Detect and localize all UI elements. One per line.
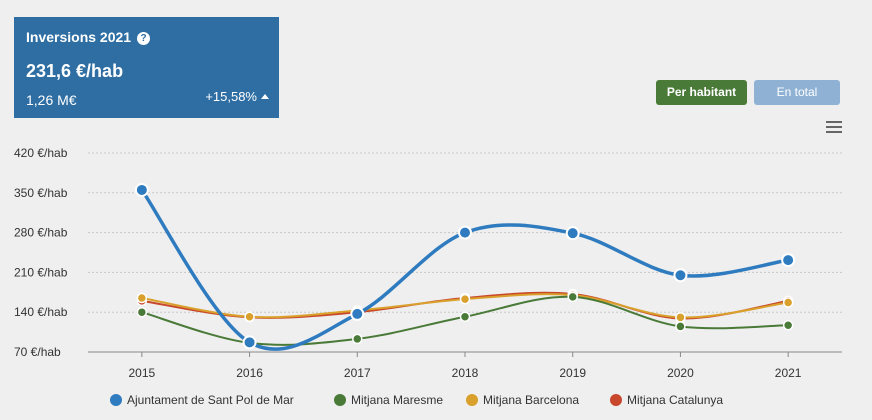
legend-marker (110, 394, 122, 406)
y-tick-label: 70 €/hab (14, 345, 61, 359)
data-point (565, 226, 580, 241)
data-point (781, 253, 796, 268)
kpi-title-text: Inversions 2021 (26, 29, 132, 45)
help-icon[interactable]: ? (137, 32, 151, 45)
y-tick-label: 210 €/hab (14, 265, 68, 279)
kpi-card: Inversions 2021? 231,6 €/hab 1,26 M€ +15… (14, 17, 279, 118)
data-point (675, 321, 686, 332)
legend-marker (466, 394, 478, 406)
data-point (675, 312, 686, 323)
kpi-title: Inversions 2021? (26, 29, 151, 45)
legend-marker (610, 394, 622, 406)
kpi-value: 231,6 €/hab (26, 61, 124, 81)
data-point (782, 297, 794, 308)
x-tick-label: 2021 (775, 366, 802, 380)
legend-item: Mitjana Catalunya (627, 393, 723, 407)
x-tick-label: 2015 (129, 366, 156, 380)
y-tick-label: 420 €/hab (14, 146, 68, 160)
kpi-change: +15,58% (205, 89, 269, 104)
data-point (136, 306, 148, 318)
arrow-up-icon (261, 94, 269, 99)
data-point (136, 292, 148, 304)
per-habitant-button[interactable]: Per habitant (656, 80, 747, 105)
data-point (242, 335, 257, 350)
kpi-total: 1,26 M€ (26, 92, 77, 108)
data-point (673, 268, 688, 283)
x-tick-label: 2020 (667, 366, 694, 380)
legend-item: Mitjana Maresme (351, 393, 443, 407)
data-point (567, 291, 578, 303)
data-point (244, 311, 255, 322)
data-point (459, 293, 471, 305)
y-tick-label: 140 €/hab (14, 305, 68, 319)
x-tick-label: 2018 (452, 366, 479, 380)
data-point (458, 225, 472, 240)
data-point (352, 333, 363, 345)
y-tick-label: 350 €/hab (14, 186, 68, 200)
kpi-change-text: +15,58% (205, 89, 257, 104)
data-point (134, 182, 149, 197)
data-point (459, 311, 471, 322)
x-tick-label: 2019 (559, 366, 586, 380)
legend-item: Ajuntament de Sant Pol de Mar (127, 393, 294, 407)
data-point (350, 306, 365, 321)
legend-marker (334, 394, 346, 406)
series-line (140, 188, 789, 351)
data-point (782, 320, 794, 331)
en-total-button[interactable]: En total (754, 80, 840, 105)
legend-item: Mitjana Barcelona (483, 393, 579, 407)
x-tick-label: 2016 (236, 366, 263, 380)
menu-icon[interactable] (826, 121, 842, 136)
x-tick-label: 2017 (344, 366, 371, 380)
y-tick-label: 280 €/hab (14, 226, 68, 240)
